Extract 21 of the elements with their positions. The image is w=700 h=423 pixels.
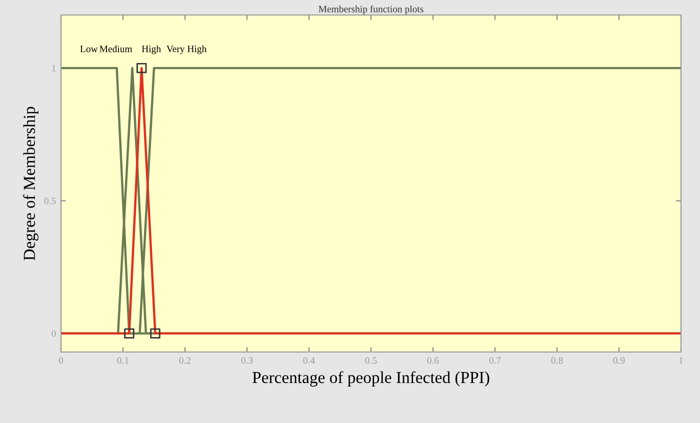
x-tick-label: 1 [679, 357, 683, 364]
x-tick-label: 0.4 [303, 357, 315, 364]
series-label: Medium [100, 45, 132, 52]
x-tick-label: 0.8 [551, 357, 563, 364]
x-axis-title: Percentage of people Infected (PPI) [252, 371, 490, 387]
x-tick-label: 0.5 [365, 357, 377, 364]
series-label: Very High [166, 45, 206, 54]
series-label: Low [80, 46, 98, 52]
x-tick-label: 0.1 [117, 357, 128, 364]
x-tick-label: 0.3 [241, 357, 253, 364]
x-tick-label: 0.2 [179, 357, 191, 364]
y-tick-label: 0.5 [44, 198, 56, 204]
y-tick-label: 1 [52, 65, 56, 72]
y-tick-label: 0 [52, 330, 56, 337]
x-tick-label: 0.7 [489, 357, 501, 364]
x-tick-label: 0 [58, 357, 64, 364]
series-label: High [142, 45, 161, 54]
chart-title: Membership function plots [318, 5, 424, 14]
x-tick-label: 0.9 [613, 357, 625, 364]
y-axis-title: Degree of Membership [23, 106, 38, 260]
x-tick-label: 0.6 [427, 357, 439, 364]
